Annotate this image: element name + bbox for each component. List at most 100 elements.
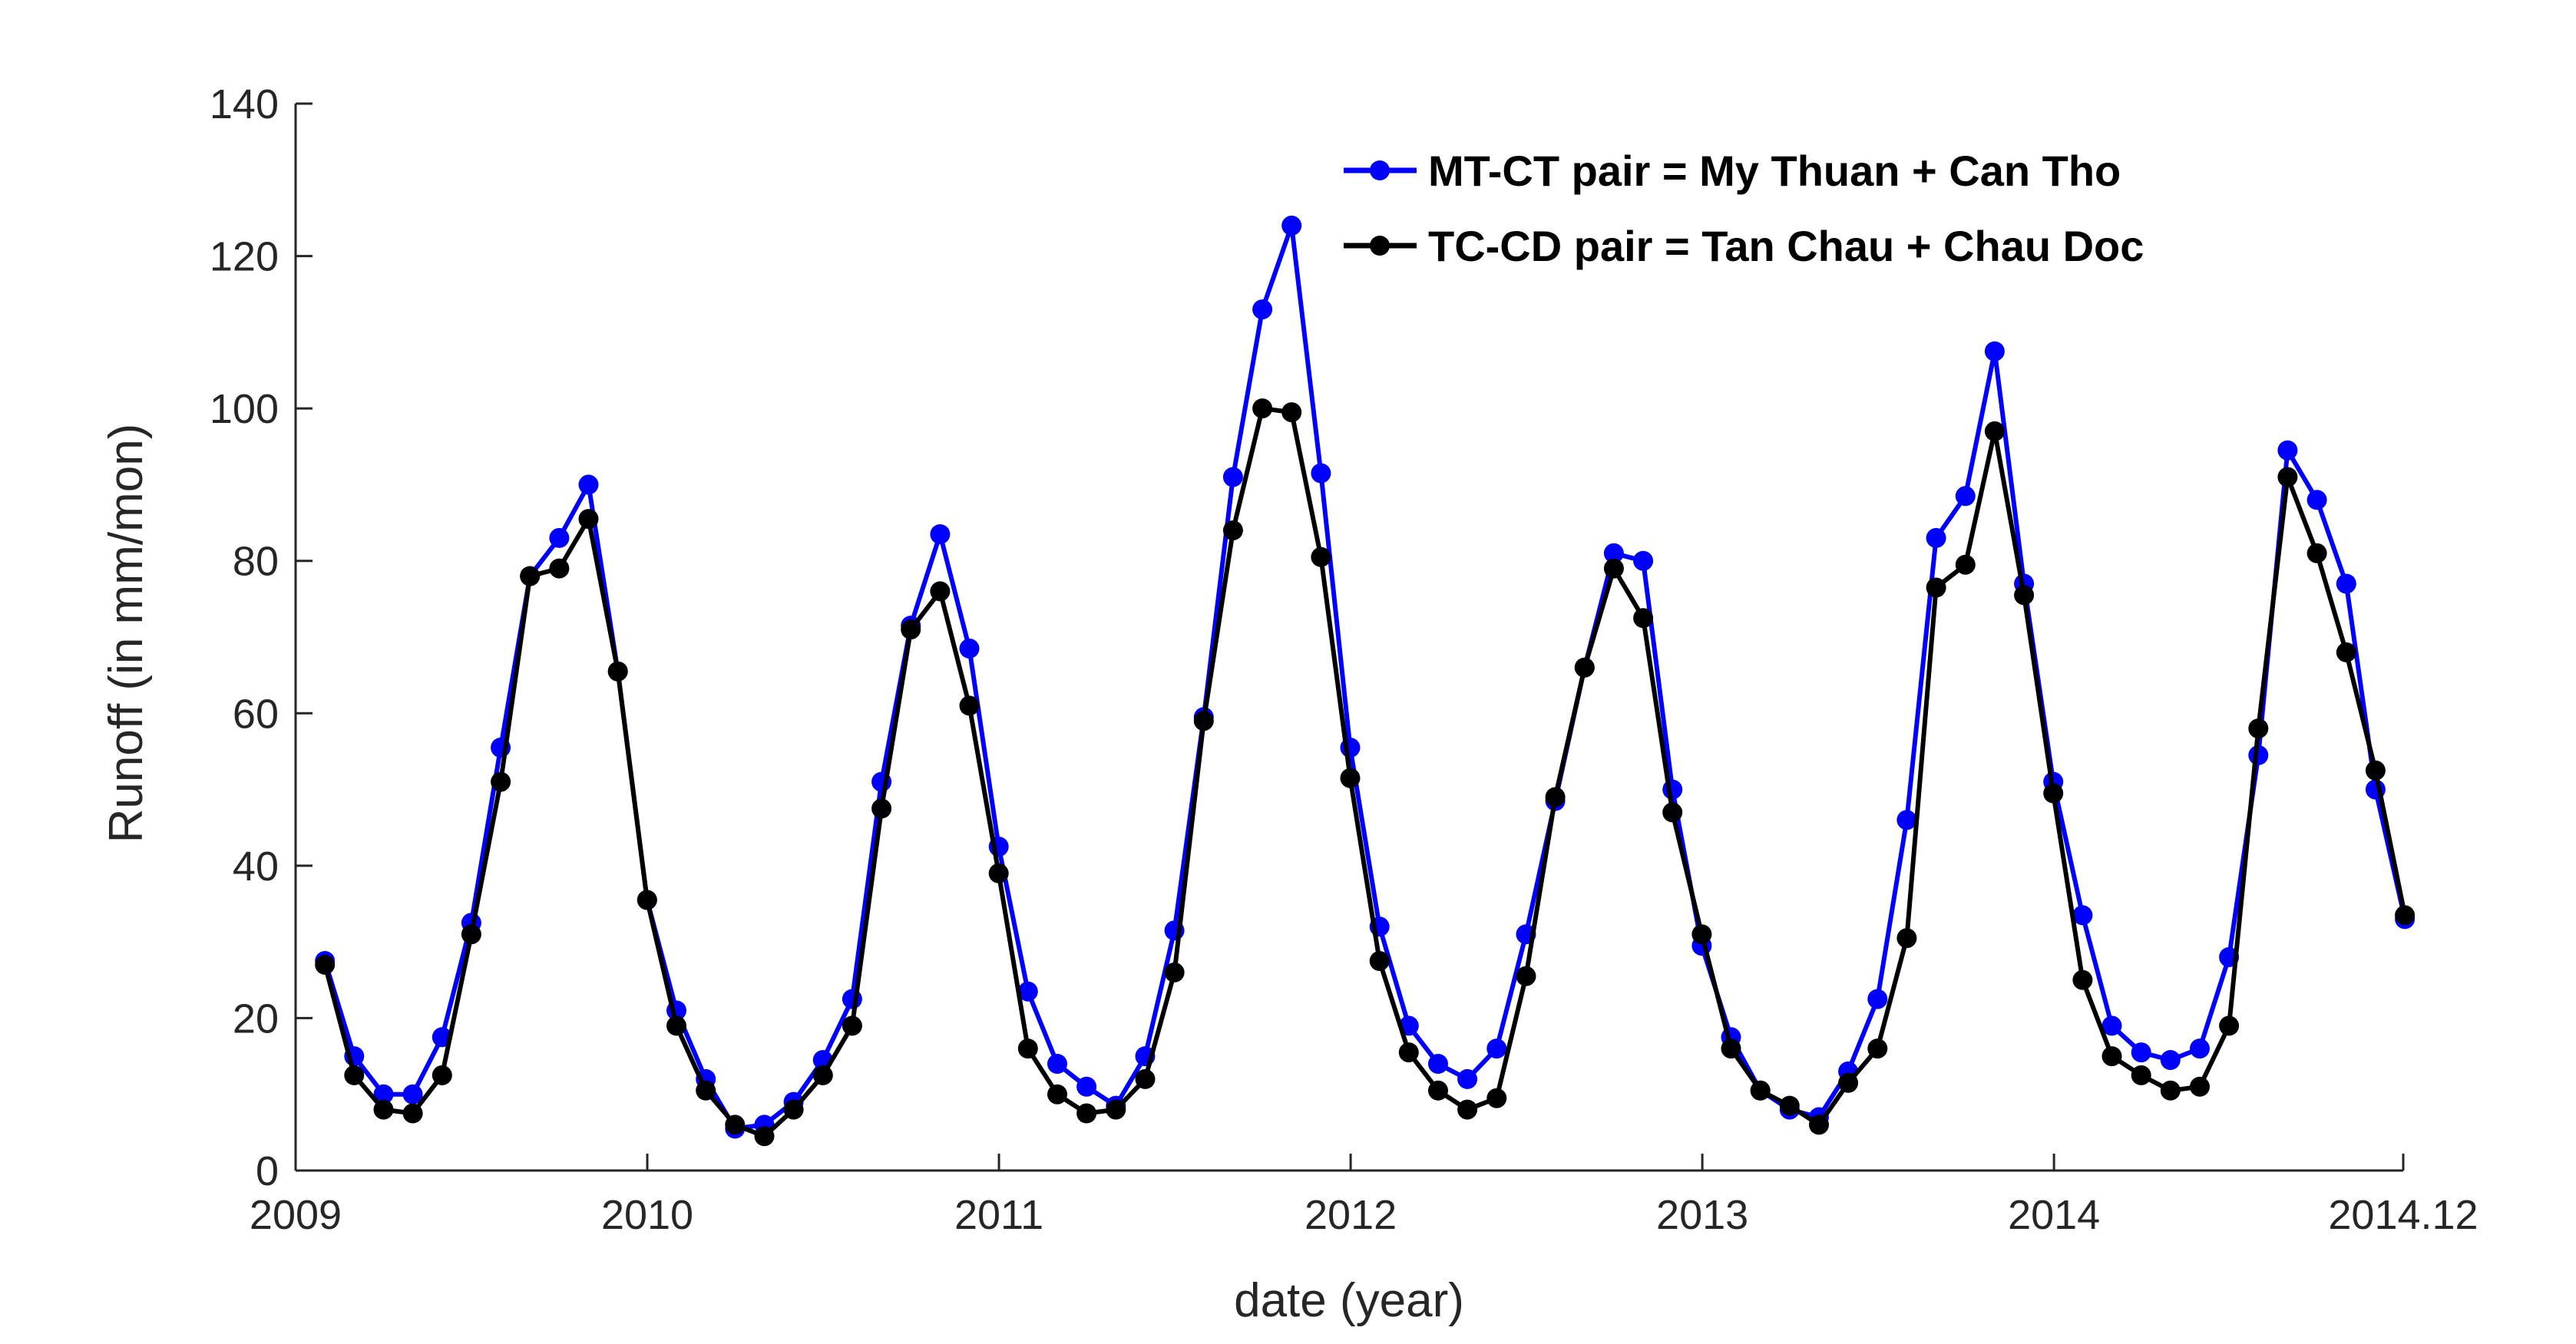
data-point — [1340, 768, 1361, 788]
data-point — [871, 798, 892, 819]
data-point — [1516, 966, 1536, 986]
data-point — [1955, 554, 1976, 575]
data-point — [578, 509, 599, 530]
y-tick-label: 120 — [210, 234, 279, 280]
y-tick-label: 80 — [233, 539, 279, 585]
data-point — [1311, 463, 1331, 484]
data-point — [1955, 486, 1976, 507]
data-point — [1603, 558, 1624, 579]
data-point — [1222, 467, 1243, 487]
data-point — [1281, 402, 1302, 423]
data-point — [491, 771, 511, 792]
data-point — [1838, 1072, 1859, 1093]
data-point — [783, 1099, 804, 1120]
data-point — [2072, 969, 2093, 990]
data-point — [1486, 1039, 1507, 1059]
data-point — [2101, 1015, 2122, 1036]
data-point — [1252, 299, 1273, 320]
data-point — [1926, 577, 1946, 598]
data-point — [2306, 490, 2327, 510]
data-point — [1457, 1099, 1478, 1120]
data-point — [2101, 1046, 2122, 1067]
data-point — [344, 1065, 365, 1085]
data-point — [549, 558, 570, 579]
data-point — [1457, 1068, 1478, 1089]
data-point — [1486, 1088, 1507, 1108]
data-point — [2336, 573, 2356, 594]
data-point — [2160, 1080, 2181, 1101]
x-tick-label: 2014 — [2008, 1192, 2100, 1238]
data-point — [1896, 810, 1917, 831]
x-tick-label: 2013 — [1656, 1192, 1748, 1238]
data-point — [373, 1084, 394, 1105]
data-point — [2277, 467, 2298, 487]
data-point — [812, 1065, 833, 1085]
y-tick-label: 100 — [210, 386, 279, 432]
data-point — [315, 954, 336, 975]
data-point — [930, 524, 951, 544]
data-point — [1633, 550, 1654, 571]
data-point — [1135, 1068, 1156, 1089]
x-tick-label: 2012 — [1305, 1192, 1397, 1238]
x-ticks: 2009 2010 2011 2012 2013 2014 2014.12 — [250, 1154, 2478, 1238]
data-point — [1428, 1080, 1448, 1101]
data-point — [2248, 718, 2269, 739]
data-point — [1867, 1039, 1888, 1059]
data-point — [1222, 520, 1243, 540]
data-point — [2072, 905, 2093, 926]
data-point — [1984, 421, 2005, 441]
y-ticks: 0 20 40 60 80 100 120 140 — [210, 81, 312, 1194]
data-point — [1984, 341, 2005, 362]
data-point — [2306, 543, 2327, 563]
data-point — [1106, 1099, 1126, 1120]
x-tick-label: 2010 — [601, 1192, 693, 1238]
data-point — [988, 863, 1009, 883]
data-point — [959, 638, 980, 659]
data-point — [1193, 711, 1214, 731]
data-point — [2365, 760, 2386, 781]
data-point — [1662, 802, 1683, 823]
data-point — [1691, 924, 1712, 945]
series-line — [322, 223, 2408, 1131]
data-point — [1311, 547, 1331, 567]
legend-label-tc-cd: TC-CD pair = Tan Chau + Chau Doc — [1428, 222, 2144, 270]
legend: MT-CT pair = My Thuan + Can Tho TC-CD pa… — [1344, 147, 2144, 270]
data-point — [1369, 951, 1390, 971]
x-tick-label: 2014.12 — [2328, 1192, 2478, 1238]
data-point — [461, 924, 481, 945]
data-point — [2014, 585, 2035, 606]
y-tick-label: 140 — [210, 81, 279, 127]
data-point — [637, 890, 657, 910]
data-point — [1281, 215, 1302, 236]
data-point — [725, 1114, 746, 1135]
data-point — [607, 661, 628, 682]
data-point — [1867, 989, 1888, 1009]
data-point — [959, 695, 980, 716]
data-point — [1750, 1080, 1771, 1101]
data-point — [432, 1065, 452, 1085]
data-point — [1017, 1039, 1038, 1059]
series-tc-cd — [315, 398, 2416, 1147]
data-point — [1896, 928, 1917, 949]
series-line — [322, 406, 2408, 1139]
data-point — [2190, 1076, 2210, 1097]
data-point — [1164, 962, 1185, 982]
legend-label-mt-ct: MT-CT pair = My Thuan + Can Tho — [1428, 147, 2121, 195]
data-point — [520, 566, 541, 586]
data-point — [1662, 779, 1683, 800]
data-point — [2190, 1039, 2210, 1059]
data-point — [2131, 1065, 2151, 1085]
data-point — [1076, 1103, 1097, 1124]
y-tick-label: 0 — [256, 1148, 279, 1194]
data-point — [1603, 543, 1624, 563]
data-point — [2277, 440, 2298, 461]
data-point — [1428, 1054, 1448, 1074]
data-point — [666, 1015, 686, 1036]
x-axis-title: date (year) — [1234, 1274, 1464, 1327]
y-tick-label: 20 — [233, 996, 279, 1042]
data-point — [2395, 905, 2416, 926]
data-point — [402, 1084, 423, 1105]
data-point — [1633, 608, 1654, 629]
data-point — [901, 619, 921, 640]
